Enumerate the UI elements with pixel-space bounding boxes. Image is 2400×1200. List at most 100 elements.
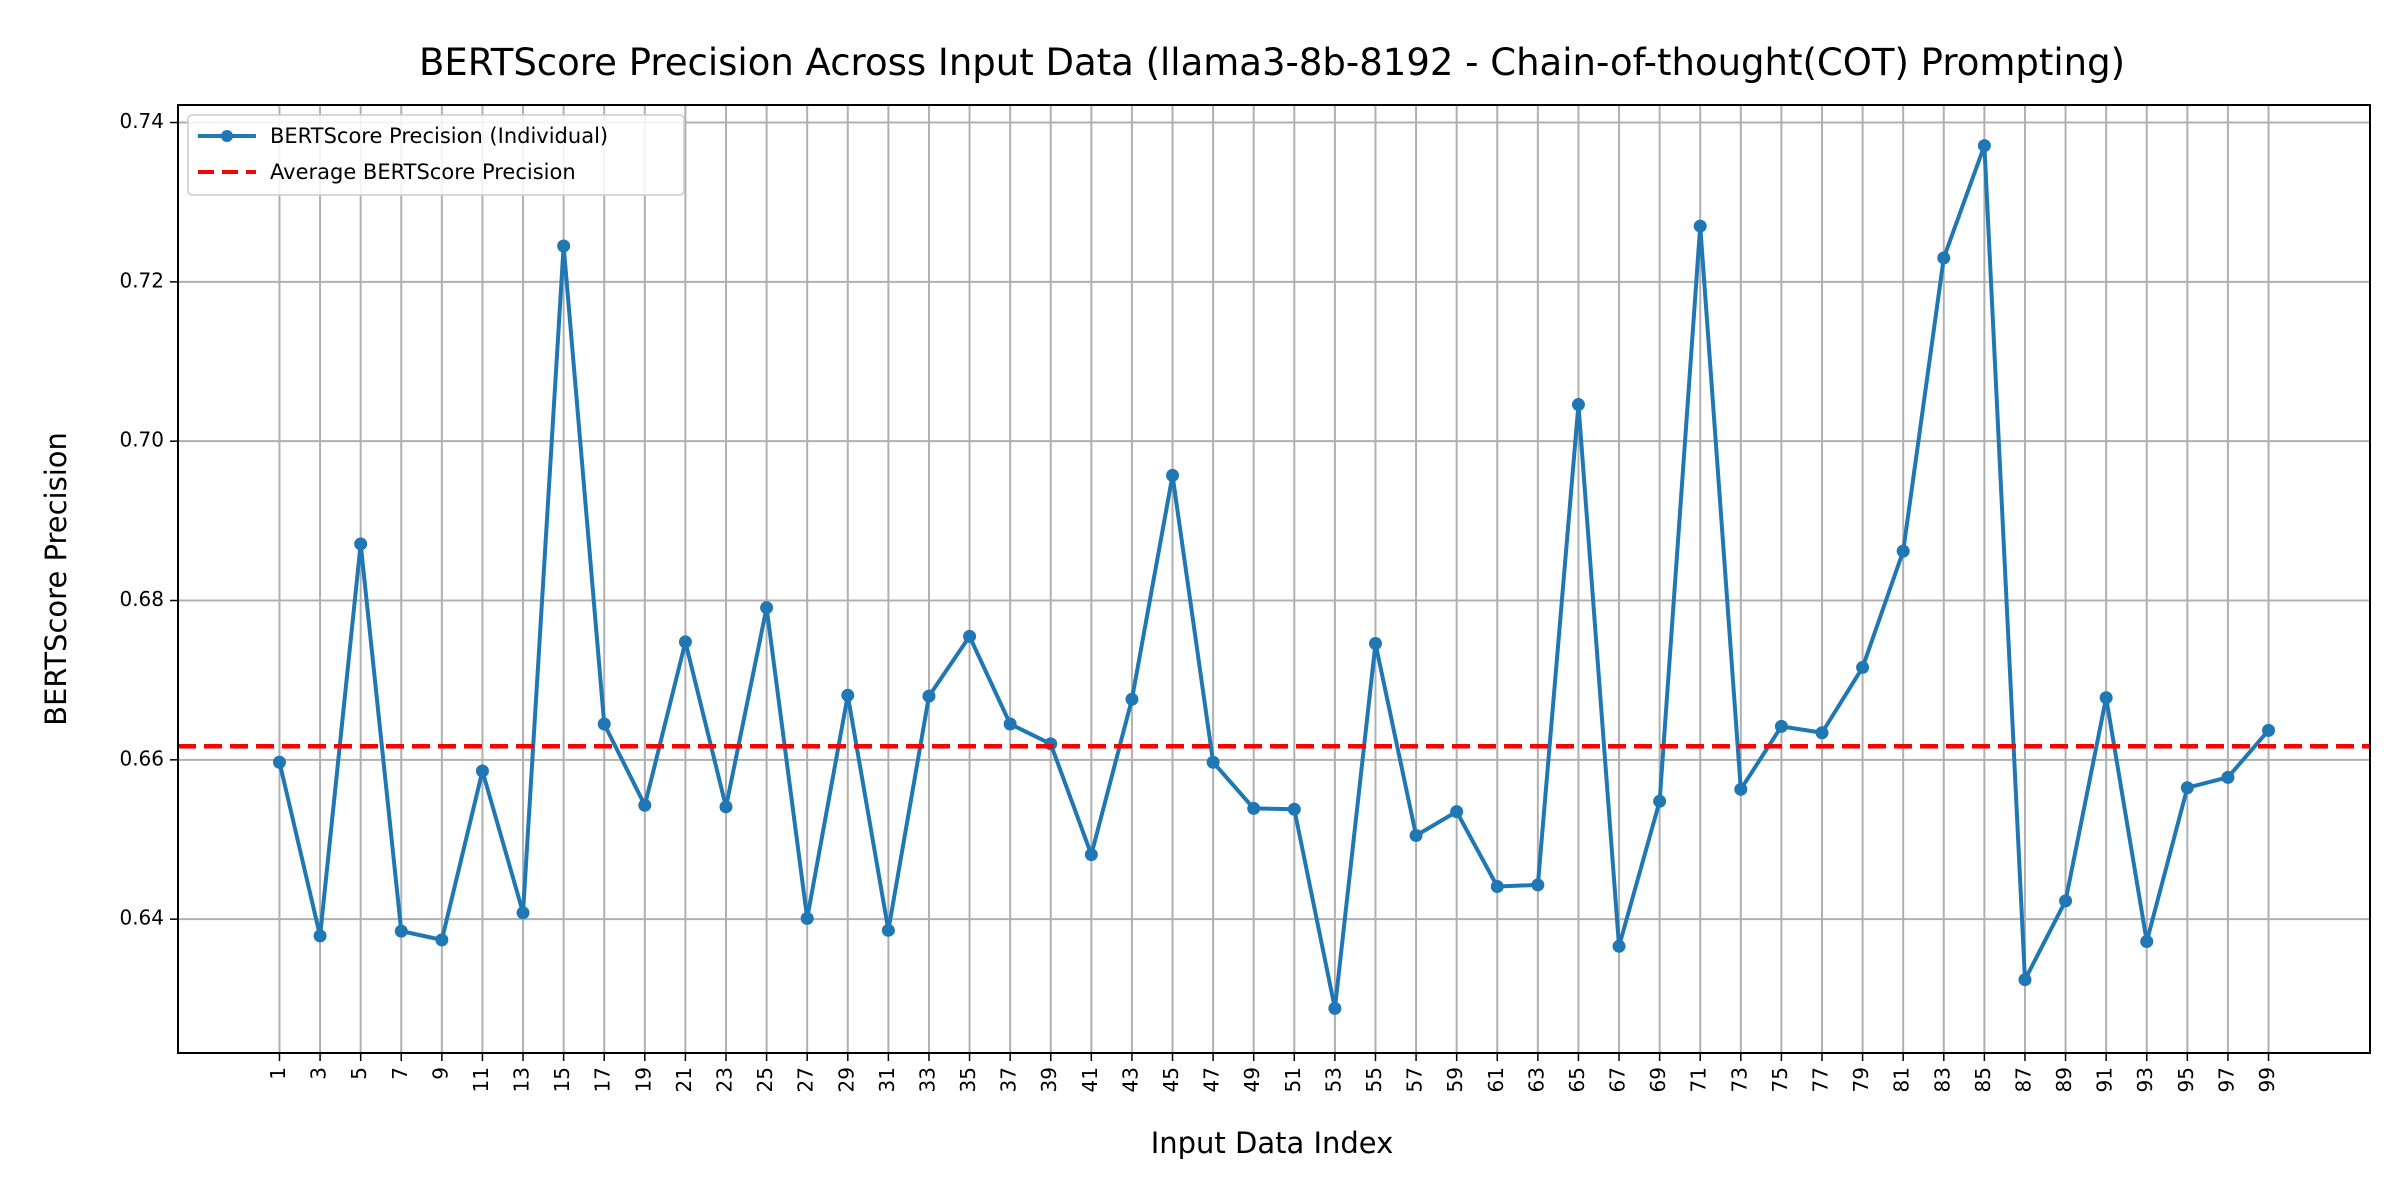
data-point bbox=[2180, 781, 2194, 795]
data-point bbox=[2018, 973, 2032, 987]
x-tick-label: 31 bbox=[875, 1067, 899, 1092]
x-tick-label: 79 bbox=[1849, 1067, 1873, 1092]
x-tick-label: 69 bbox=[1646, 1067, 1670, 1092]
data-point bbox=[1612, 939, 1626, 953]
x-tick-label: 11 bbox=[469, 1067, 493, 1092]
data-point bbox=[2140, 934, 2154, 948]
data-point bbox=[1653, 794, 1667, 808]
x-tick-label: 83 bbox=[1930, 1067, 1954, 1092]
chart-title: BERTScore Precision Across Input Data (l… bbox=[419, 41, 2125, 84]
data-point bbox=[475, 764, 489, 778]
y-axis-label: BERTScore Precision bbox=[39, 432, 73, 726]
data-point bbox=[1368, 637, 1382, 651]
x-tick-label: 3 bbox=[307, 1067, 331, 1080]
x-tick-label: 43 bbox=[1118, 1067, 1142, 1092]
legend-box bbox=[187, 114, 685, 196]
y-tick-label: 0.72 bbox=[119, 268, 164, 292]
x-tick-label: 41 bbox=[1078, 1067, 1102, 1092]
x-tick-label: 51 bbox=[1281, 1067, 1305, 1092]
data-point bbox=[1125, 692, 1139, 706]
data-point bbox=[394, 924, 408, 938]
x-axis-label: Input Data Index bbox=[1151, 1126, 1394, 1160]
x-tick-label: 29 bbox=[834, 1067, 858, 1092]
x-tick-label: 33 bbox=[915, 1067, 939, 1092]
x-tick-label: 73 bbox=[1727, 1067, 1751, 1092]
y-tick-label: 0.66 bbox=[119, 746, 164, 770]
x-tick-label: 37 bbox=[997, 1067, 1021, 1092]
x-tick-label: 53 bbox=[1321, 1067, 1345, 1092]
x-tick-label: 65 bbox=[1565, 1067, 1589, 1092]
x-tick-label: 77 bbox=[1809, 1067, 1833, 1092]
data-point bbox=[881, 923, 895, 937]
data-point bbox=[1287, 802, 1301, 816]
legend-marker-individual bbox=[221, 130, 233, 142]
x-tick-label: 49 bbox=[1240, 1067, 1264, 1092]
data-point bbox=[800, 911, 814, 925]
x-tick-label: 1 bbox=[266, 1067, 290, 1080]
x-tick-label: 95 bbox=[2174, 1067, 2198, 1092]
x-tick-label: 99 bbox=[2255, 1067, 2279, 1092]
data-point bbox=[272, 755, 286, 769]
y-tick-label: 0.64 bbox=[119, 906, 164, 930]
data-point bbox=[1490, 880, 1504, 894]
x-tick-label: 61 bbox=[1484, 1067, 1508, 1092]
data-point bbox=[354, 537, 368, 551]
y-tick-label: 0.74 bbox=[119, 109, 164, 133]
data-point bbox=[1977, 139, 1991, 153]
data-point bbox=[638, 798, 652, 812]
data-point bbox=[1856, 660, 1870, 674]
data-point bbox=[1693, 219, 1707, 233]
series-layer bbox=[178, 139, 2370, 1015]
x-tick-label: 45 bbox=[1159, 1067, 1183, 1092]
plot-frame bbox=[177, 104, 2371, 1054]
grid-lines bbox=[178, 105, 2370, 1053]
x-tick-label: 21 bbox=[672, 1067, 696, 1092]
x-tick-label: 71 bbox=[1687, 1067, 1711, 1092]
x-tick-label: 39 bbox=[1037, 1067, 1061, 1092]
data-point bbox=[557, 239, 571, 253]
data-point bbox=[1734, 782, 1748, 796]
x-tick-label: 5 bbox=[347, 1067, 371, 1080]
data-point bbox=[1774, 719, 1788, 733]
data-point bbox=[1328, 1001, 1342, 1015]
data-point bbox=[678, 635, 692, 649]
x-tick-label: 47 bbox=[1200, 1067, 1224, 1092]
legend-label-individual: BERTScore Precision (Individual) bbox=[270, 124, 608, 148]
data-point bbox=[1166, 468, 1180, 482]
x-tick-label: 67 bbox=[1606, 1067, 1630, 1092]
x-tick-label: 7 bbox=[388, 1067, 412, 1080]
x-tick-label: 91 bbox=[2093, 1067, 2117, 1092]
x-tick-label: 27 bbox=[794, 1067, 818, 1092]
y-tick-label: 0.70 bbox=[119, 428, 164, 452]
legend: BERTScore Precision (Individual) Average… bbox=[187, 114, 685, 196]
data-point bbox=[1450, 805, 1464, 819]
data-point bbox=[2262, 723, 2276, 737]
data-point bbox=[1084, 848, 1098, 862]
data-point bbox=[719, 800, 733, 814]
x-tick-label: 63 bbox=[1524, 1067, 1548, 1092]
data-point bbox=[963, 629, 977, 643]
data-point bbox=[1571, 398, 1585, 412]
data-point bbox=[1937, 251, 1951, 265]
x-tick-label: 17 bbox=[591, 1067, 615, 1092]
x-tick-label: 13 bbox=[510, 1067, 534, 1092]
x-axis-ticks: 1 3 5 7 9 11 13 15 17 19 21 23 25 27 29 31 33 35 37 39 41 43 4… bbox=[266, 1053, 2279, 1092]
x-tick-label: 19 bbox=[631, 1067, 655, 1092]
data-point bbox=[1409, 829, 1423, 843]
data-point bbox=[516, 906, 530, 920]
y-axis-ticks: 0.64 0.66 0.68 0.70 0.72 0.74 bbox=[119, 109, 178, 930]
x-tick-label: 87 bbox=[2011, 1067, 2035, 1092]
data-point bbox=[841, 688, 855, 702]
x-tick-label: 57 bbox=[1403, 1067, 1427, 1092]
y-tick-label: 0.68 bbox=[119, 587, 164, 611]
data-point bbox=[2099, 691, 2113, 705]
data-point bbox=[2059, 894, 2073, 908]
data-point bbox=[1206, 755, 1220, 769]
data-point bbox=[1531, 878, 1545, 892]
data-point bbox=[313, 929, 327, 943]
x-tick-label: 89 bbox=[2052, 1067, 2076, 1092]
data-point bbox=[2221, 770, 2235, 784]
x-tick-label: 75 bbox=[1768, 1067, 1792, 1092]
x-tick-label: 55 bbox=[1362, 1067, 1386, 1092]
